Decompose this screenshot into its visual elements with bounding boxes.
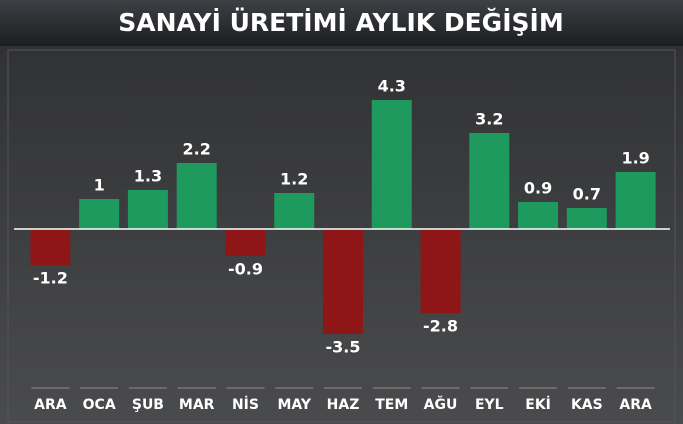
x-tick-label: MAY [277, 397, 311, 413]
x-tick-label: NİS [232, 396, 259, 413]
bar [566, 208, 607, 229]
bar [79, 199, 120, 229]
x-tick-label: AĞU [424, 395, 458, 413]
value-label: 3.2 [475, 110, 503, 129]
x-tick-label: HAZ [327, 397, 360, 413]
bar [30, 229, 71, 265]
x-tick-label: TEM [375, 397, 408, 413]
x-tick-label: ARA [34, 397, 67, 413]
bar [176, 163, 217, 229]
x-tick-label: EYL [475, 397, 504, 413]
value-label: 0.7 [573, 185, 601, 204]
value-label: -3.5 [326, 338, 361, 357]
x-tick-label: MAR [179, 397, 215, 413]
value-label: -2.8 [423, 317, 458, 336]
bar [323, 229, 363, 334]
title-bar [0, 0, 683, 46]
value-label: 1 [94, 176, 105, 195]
x-tick-label: ARA [619, 397, 652, 413]
bar [615, 172, 656, 229]
bar [274, 193, 315, 229]
bar [127, 190, 168, 229]
x-tick-label: EKİ [525, 396, 551, 413]
x-tick-label: OCA [83, 397, 116, 413]
bar [518, 202, 559, 229]
plot-frame [7, 49, 676, 423]
value-label: 1.3 [134, 167, 162, 186]
x-tick-label: KAS [571, 397, 603, 413]
value-label: 1.9 [621, 149, 649, 168]
x-tick-label: ŞUB [132, 397, 164, 413]
value-label: -1.2 [33, 269, 68, 288]
value-label: 2.2 [183, 140, 211, 159]
bar [225, 229, 266, 256]
bar [469, 133, 510, 229]
value-label: -0.9 [228, 260, 263, 279]
value-label: 1.2 [280, 170, 308, 189]
bar [371, 100, 412, 229]
chart-title: SANAYİ ÜRETİMİ AYLIK DEĞİŞİM [118, 7, 563, 37]
value-label: 4.3 [378, 77, 406, 96]
bar [420, 229, 461, 313]
value-label: 0.9 [524, 179, 552, 198]
